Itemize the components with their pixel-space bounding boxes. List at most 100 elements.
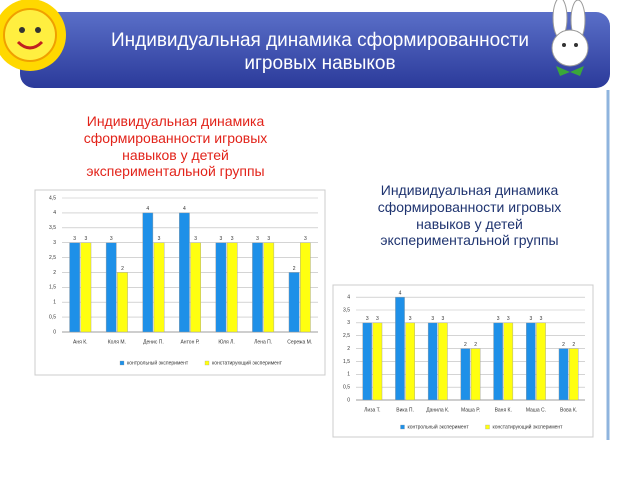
data-label: 3 — [73, 236, 76, 242]
x-tick-label: Сережа М. — [287, 339, 312, 345]
y-tick-label: 3 — [347, 320, 350, 326]
y-tick-label: 1,5 — [343, 359, 350, 365]
bar — [470, 348, 481, 401]
data-label: 2 — [121, 266, 124, 272]
x-tick-label: Маша Р. — [461, 407, 480, 413]
bar — [536, 322, 546, 401]
data-label: 3 — [220, 236, 223, 242]
y-tick-label: 3,5 — [49, 225, 56, 231]
data-label: 3 — [376, 316, 379, 322]
bar — [568, 348, 579, 401]
y-tick-label: 0 — [53, 329, 56, 335]
bar — [263, 242, 275, 333]
data-label: 3 — [497, 316, 500, 322]
data-label: 4 — [146, 206, 149, 212]
x-tick-label: Ваня К. — [495, 407, 512, 413]
data-label: 2 — [293, 266, 296, 272]
bar — [493, 322, 503, 401]
y-tick-label: 0 — [347, 397, 350, 403]
legend-swatch — [485, 424, 490, 430]
legend-swatch — [119, 360, 125, 366]
y-tick-label: 4,5 — [49, 195, 56, 201]
data-label: 3 — [409, 316, 412, 322]
y-tick-label: 4 — [53, 210, 56, 216]
legend-label: контрольный эксперимент — [408, 423, 470, 430]
bar — [80, 242, 92, 333]
data-label: 3 — [507, 316, 510, 322]
bar — [405, 322, 415, 401]
y-tick-label: 0,5 — [49, 314, 56, 320]
data-label: 3 — [194, 236, 197, 242]
data-label: 3 — [231, 236, 234, 242]
data-label: 3 — [110, 236, 113, 242]
data-label: 3 — [158, 236, 161, 242]
data-label: 3 — [529, 316, 532, 322]
x-tick-label: Вика П. — [396, 407, 414, 413]
x-tick-label: Коля М. — [108, 339, 126, 345]
bar — [179, 212, 190, 333]
bar — [526, 322, 536, 401]
x-tick-label: Аня К. — [73, 339, 88, 345]
bar — [69, 242, 80, 333]
x-tick-label: Вова К. — [560, 407, 577, 413]
y-tick-label: 3 — [53, 240, 56, 246]
legend-label: констатирующий эксперимент — [212, 359, 283, 366]
data-label: 2 — [562, 342, 565, 348]
x-tick-label: Денис П. — [143, 339, 164, 345]
bar — [372, 322, 383, 401]
chart-title: Индивидуальная динамика сформированности… — [83, 113, 268, 180]
legend-swatch — [204, 360, 210, 366]
x-tick-label: Данила К. — [426, 407, 449, 413]
x-tick-label: Маша С. — [526, 407, 546, 413]
x-tick-label: Антон Р. — [180, 339, 199, 345]
x-tick-label: Лена П. — [254, 339, 272, 345]
bar — [395, 296, 405, 401]
data-label: 3 — [256, 236, 259, 242]
y-tick-label: 2 — [347, 346, 350, 352]
data-label: 3 — [366, 316, 369, 322]
bar — [503, 322, 514, 401]
chart-title: Индивидуальная динамика сформированности… — [377, 182, 562, 249]
bar — [105, 242, 117, 333]
legend-label: контрольный эксперимент — [127, 359, 189, 366]
header-band — [20, 12, 610, 88]
y-tick-label: 1,5 — [49, 285, 56, 291]
data-label: 3 — [441, 316, 444, 322]
bar — [252, 242, 263, 333]
bar — [300, 242, 311, 333]
y-tick-label: 2 — [53, 270, 56, 276]
bar — [438, 322, 448, 401]
bar — [558, 348, 569, 401]
data-label: 2 — [464, 342, 467, 348]
data-label: 4 — [183, 206, 186, 212]
bar — [215, 242, 227, 333]
bar — [288, 272, 300, 333]
bar — [142, 212, 154, 333]
x-tick-label: Лиза Т. — [364, 407, 380, 413]
bunny — [551, 0, 589, 76]
bar — [362, 322, 373, 401]
y-tick-label: 3,5 — [343, 307, 350, 313]
y-tick-label: 2,5 — [343, 333, 350, 339]
bar — [460, 348, 471, 401]
bar — [153, 242, 165, 333]
data-label: 3 — [267, 236, 270, 242]
data-label: 4 — [399, 290, 402, 296]
bar — [190, 242, 201, 333]
legend-swatch — [400, 424, 405, 430]
data-label: 3 — [540, 316, 543, 322]
y-tick-label: 4 — [347, 294, 350, 300]
sun — [0, 0, 66, 71]
data-label: 3 — [304, 236, 307, 242]
bar — [226, 242, 238, 333]
bar — [117, 272, 128, 333]
data-label: 3 — [85, 236, 88, 242]
x-tick-label: Юля Л. — [218, 339, 235, 345]
data-label: 2 — [474, 342, 477, 348]
y-tick-label: 2,5 — [49, 255, 56, 261]
legend-label: констатирующий эксперимент — [493, 423, 564, 430]
bar — [427, 322, 438, 401]
y-tick-label: 1 — [347, 372, 350, 378]
